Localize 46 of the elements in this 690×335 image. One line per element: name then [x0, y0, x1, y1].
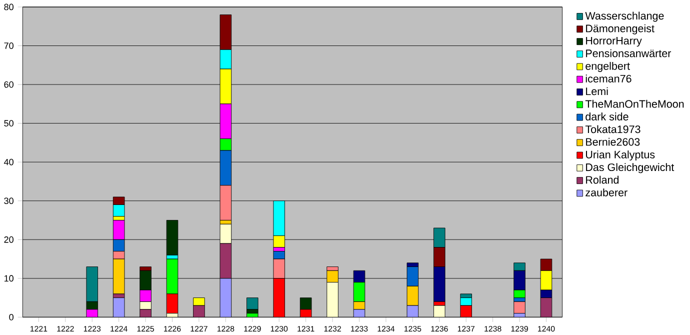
y-tick-label: 50	[4, 120, 14, 126]
y-tick-label: 30	[4, 197, 14, 204]
bar	[246, 312, 258, 317]
bar	[166, 220, 178, 256]
legend-label: Urian Kalyptus	[586, 150, 655, 160]
bar	[193, 305, 205, 317]
bar	[326, 270, 338, 282]
legend-label: dark side	[586, 112, 628, 120]
bar	[112, 220, 125, 240]
bar	[112, 297, 125, 317]
bar	[300, 297, 312, 310]
legend-label: zauberer	[586, 188, 628, 196]
bar	[140, 309, 152, 317]
bar	[220, 243, 232, 278]
legend-label: Lemi	[586, 87, 608, 95]
bar	[166, 293, 178, 314]
legend-label: Das Gleichgewicht	[586, 162, 674, 174]
y-tick-label: 0	[9, 314, 14, 320]
bar	[354, 309, 365, 317]
legend-label: TheManOnTheMoon	[585, 100, 684, 108]
legend-label: Roland	[586, 176, 619, 184]
legend-label: engelbert	[586, 62, 630, 72]
bar	[540, 297, 552, 317]
bar	[326, 282, 338, 317]
bar	[246, 297, 258, 310]
legend-label: Dämonengeist	[586, 24, 654, 34]
bar	[273, 278, 285, 317]
bar	[140, 290, 152, 302]
bar	[220, 104, 232, 139]
y-tick-label: 70	[4, 42, 14, 49]
y-tick-label: 60	[4, 81, 14, 88]
legend-label: Wasserschlange	[585, 12, 664, 22]
legend-label: HorrorHarry	[586, 36, 642, 46]
y-tick-label: 10	[4, 275, 14, 282]
y-tick-label: 20	[4, 236, 14, 243]
bar	[140, 270, 152, 290]
legend-label: iceman76	[586, 74, 632, 82]
bar	[300, 309, 312, 317]
legend-label: Bernie2603	[586, 138, 640, 146]
y-tick-label: 80	[4, 4, 14, 10]
bar	[220, 278, 232, 317]
y-tick-label: 40	[4, 158, 14, 166]
legend-label: Pensionsanwärter	[586, 49, 672, 58]
legend-label: Tokata1973	[585, 125, 640, 133]
bar	[86, 309, 98, 317]
bar	[193, 297, 205, 306]
